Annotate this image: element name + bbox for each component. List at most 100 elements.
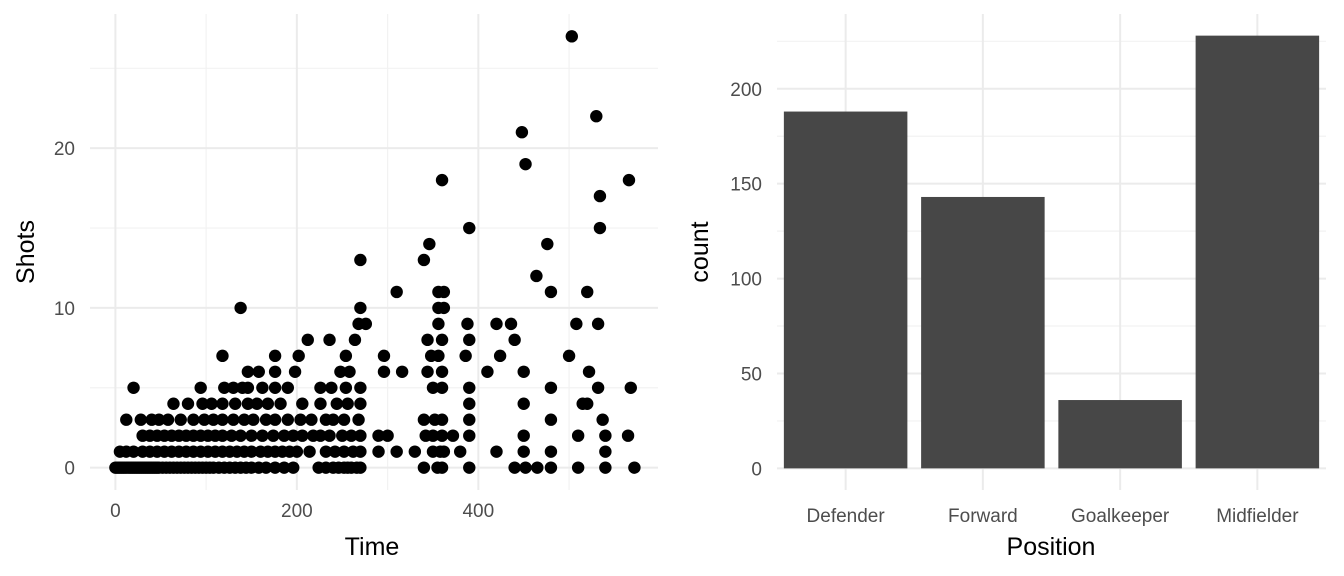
scatter-point [354,461,367,474]
scatter-x-tick-labels: 0 200 400 [110,501,494,522]
scatter-point [281,413,295,426]
scatter-point [354,253,367,267]
scatter-point [599,461,612,474]
scatter-point [590,110,603,123]
scatter-point [241,397,255,410]
scatter-point [294,413,307,426]
scatter-y-tick-label: 10 [54,299,75,320]
scatter-point [167,397,180,410]
bar-y-tick-label: 50 [741,364,762,385]
scatter-point [296,429,309,442]
scatter-point [515,126,529,139]
scatter-point [259,461,273,474]
scatter-point [194,381,207,394]
scatter-point [268,349,282,363]
scatter-point [372,445,385,458]
scatter-point [345,429,358,442]
scatter-point [390,285,403,299]
scatter-point [432,349,445,363]
bar-x-tick-labels: Defender Forward Goalkeeper Midfielder [807,506,1300,527]
scatter-point [305,413,318,426]
scatter-point [319,445,333,458]
scatter-point [591,381,605,394]
scatter-point [207,413,220,426]
bar-x-tick-label: Goalkeeper [1071,506,1170,527]
scatter-point [218,381,231,394]
scatter-point [582,365,596,378]
scatter-point [196,397,209,410]
scatter-point [290,445,304,458]
bar-defender [783,111,908,469]
scatter-point [227,413,240,426]
scatter-point [250,397,264,410]
scatter-point [517,397,530,410]
scatter-point [421,333,434,347]
scatter-point [417,413,431,426]
scatter-point [519,461,532,474]
bar-goalkeeper [1058,400,1182,469]
scatter-point [481,365,494,378]
scatter-point [463,333,476,347]
scatter-point [354,397,367,410]
bar-y-tick-labels: 0 50 100 150 200 [730,80,762,481]
scatter-point [247,413,260,426]
scatter-point [432,317,445,331]
bar-y-tick-label: 100 [730,270,762,291]
scatter-panel: 0 200 400 0 10 20 Time Shots [12,14,658,561]
scatter-point [337,413,351,426]
scatter-point [314,381,327,394]
scatter-point [621,429,635,442]
scatter-point [268,365,282,378]
scatter-point [493,349,507,363]
scatter-point [453,445,467,458]
scatter-point [435,333,449,347]
scatter-point [519,157,532,171]
scatter-point [228,397,242,410]
scatter-point [348,333,362,347]
scatter-point [463,429,476,442]
scatter-point [323,333,336,347]
scatter-point [245,429,258,442]
scatter-point [330,397,343,410]
scatter-x-axis-title: Time [345,533,400,561]
scatter-x-tick-label: 400 [462,501,494,522]
scatter-point [517,445,530,458]
scatter-point [504,317,518,331]
bar-midfielder [1195,35,1320,469]
scatter-point [408,445,422,458]
scatter-point [565,30,579,43]
scatter-point [463,413,476,426]
scatter-point [508,461,521,474]
scatter-point [127,445,140,458]
scatter-point [216,397,229,410]
scatter-point [256,429,269,442]
scatter-point [314,397,327,410]
scatter-point [622,173,636,187]
scatter-point [354,381,367,394]
scatter-point [234,301,247,315]
scatter-point [296,397,309,410]
scatter-point [287,461,300,474]
scatter-point [301,333,314,347]
scatter-point [245,445,258,458]
bars [783,35,1320,469]
scatter-point [381,429,394,442]
scatter-point [274,397,287,410]
scatter-point [437,285,451,299]
bar-panel: Defender Forward Goalkeeper Midfielder 0 50 1… [686,14,1326,561]
scatter-point [435,429,449,442]
scatter-point [205,397,218,410]
scatter-point [287,429,300,442]
scatter-point [437,445,451,458]
scatter-point [461,317,474,331]
scatter-x-tick-label: 0 [110,501,121,522]
bar-x-tick-label: Midfielder [1216,506,1299,527]
scatter-point [377,349,391,363]
scatter-point [339,381,353,394]
scatter-point [256,381,269,394]
scatter-point [435,413,449,426]
scatter-point [334,365,347,378]
scatter-point [343,365,356,378]
scatter-point [544,445,558,458]
scatter-point [446,429,460,442]
